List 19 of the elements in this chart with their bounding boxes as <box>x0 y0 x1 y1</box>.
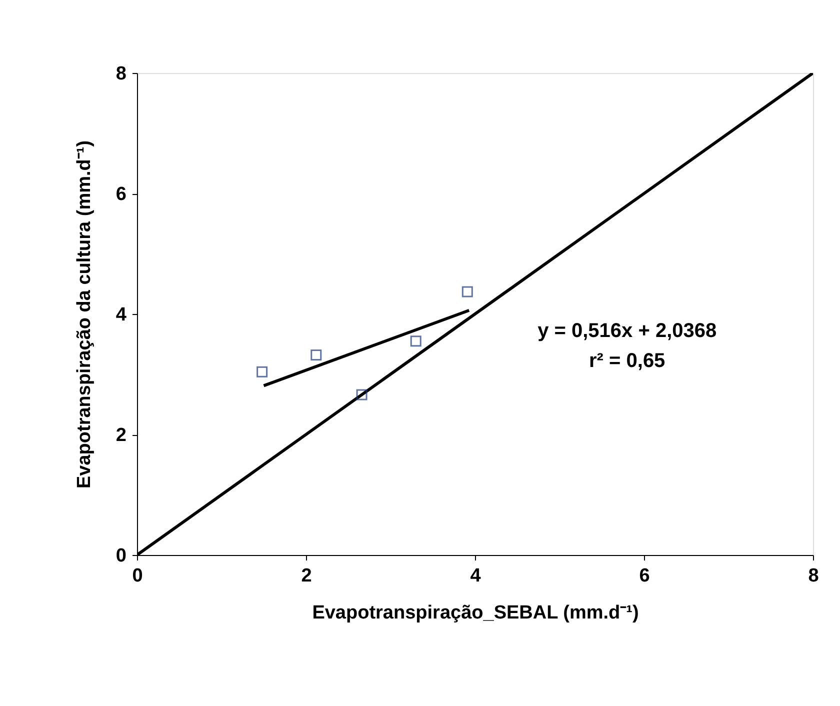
x-tick-label: 0 <box>132 566 143 586</box>
point <box>256 366 268 378</box>
y-tick-label: 4 <box>116 304 127 326</box>
y-tick-label: 0 <box>116 546 126 566</box>
point <box>356 389 368 400</box>
point <box>310 349 322 360</box>
y-tick-label: 2 <box>116 425 126 446</box>
x-tick-label: 8 <box>808 566 819 586</box>
y-tick-label: 6 <box>116 184 126 205</box>
x-axis-title: Evapotranspiração_SEBAL (mm.d⁻¹) <box>312 602 639 624</box>
y-axis-title: Evapotranspiração da cultura (mm.d⁻¹) <box>74 140 95 489</box>
point <box>462 286 473 298</box>
x-tick-label: 6 <box>639 566 650 586</box>
x-tick-label: 2 <box>301 566 312 586</box>
x-tick-label: 4 <box>470 566 482 586</box>
annotation: y = 0,516x + 2,0368 <box>538 320 717 342</box>
point <box>410 336 422 347</box>
y-tick-label: 8 <box>116 64 126 84</box>
annotation: r² = 0,65 <box>589 350 666 372</box>
